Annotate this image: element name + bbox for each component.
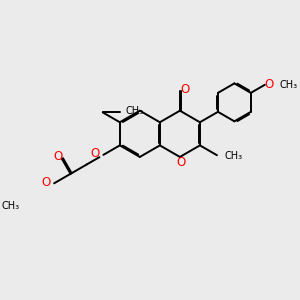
- Text: O: O: [90, 147, 100, 160]
- Text: O: O: [54, 150, 63, 163]
- Text: CH₃: CH₃: [126, 106, 144, 116]
- Text: O: O: [176, 155, 185, 169]
- Text: O: O: [180, 83, 190, 96]
- Text: O: O: [264, 78, 273, 91]
- Text: O: O: [41, 176, 50, 189]
- Text: CH₃: CH₃: [224, 152, 242, 161]
- Text: CH₃: CH₃: [280, 80, 298, 90]
- Text: CH₃: CH₃: [2, 201, 20, 212]
